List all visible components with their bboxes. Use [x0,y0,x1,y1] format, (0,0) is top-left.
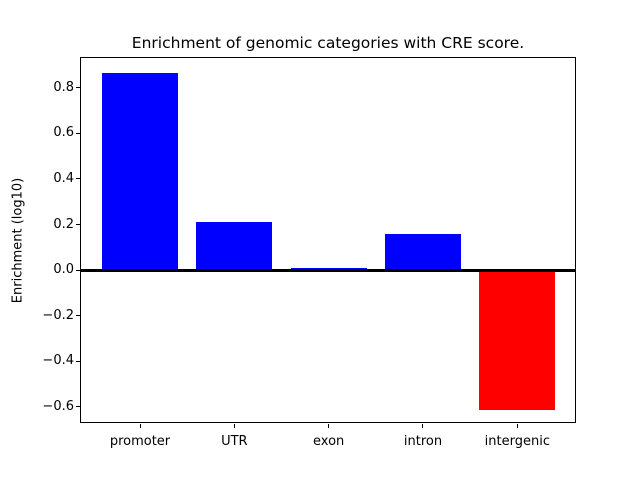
x-tick-label-UTR: UTR [221,433,248,449]
y-tick-mark [76,269,80,271]
y-tick-label: 0.2 [53,216,74,232]
y-tick-mark [76,178,80,180]
x-tick-label-intergenic: intergenic [484,433,550,449]
bar-intergenic [479,270,556,411]
chart-title: Enrichment of genomic categories with CR… [131,34,525,52]
y-tick-label: 0.8 [53,79,74,95]
bar-UTR [196,222,273,271]
x-tick-mark [328,423,330,428]
bar-intron [384,233,461,271]
y-tick-mark [76,360,80,362]
zero-baseline [80,268,576,272]
y-tick-mark [76,224,80,226]
x-tick-mark [139,423,141,428]
x-tick-mark [233,423,235,428]
y-tick-label: −0.4 [42,353,74,369]
y-tick-label: 0.6 [53,125,74,141]
y-tick-mark [76,315,80,317]
x-tick-mark [422,423,424,428]
y-tick-mark [76,132,80,134]
y-tick-label: 0.4 [53,170,74,186]
y-tick-mark [76,87,80,89]
x-tick-mark [516,423,518,428]
y-tick-label: −0.2 [42,307,74,323]
y-tick-label: −0.6 [42,398,74,414]
y-tick-mark [76,406,80,408]
y-tick-label: 0.0 [53,262,74,278]
bar-promoter [102,72,178,271]
x-tick-label-intron: intron [403,433,443,449]
x-tick-label-exon: exon [313,433,345,449]
y-axis-label: Enrichment (log10) [10,177,26,304]
x-tick-label-promoter: promoter [109,433,171,449]
